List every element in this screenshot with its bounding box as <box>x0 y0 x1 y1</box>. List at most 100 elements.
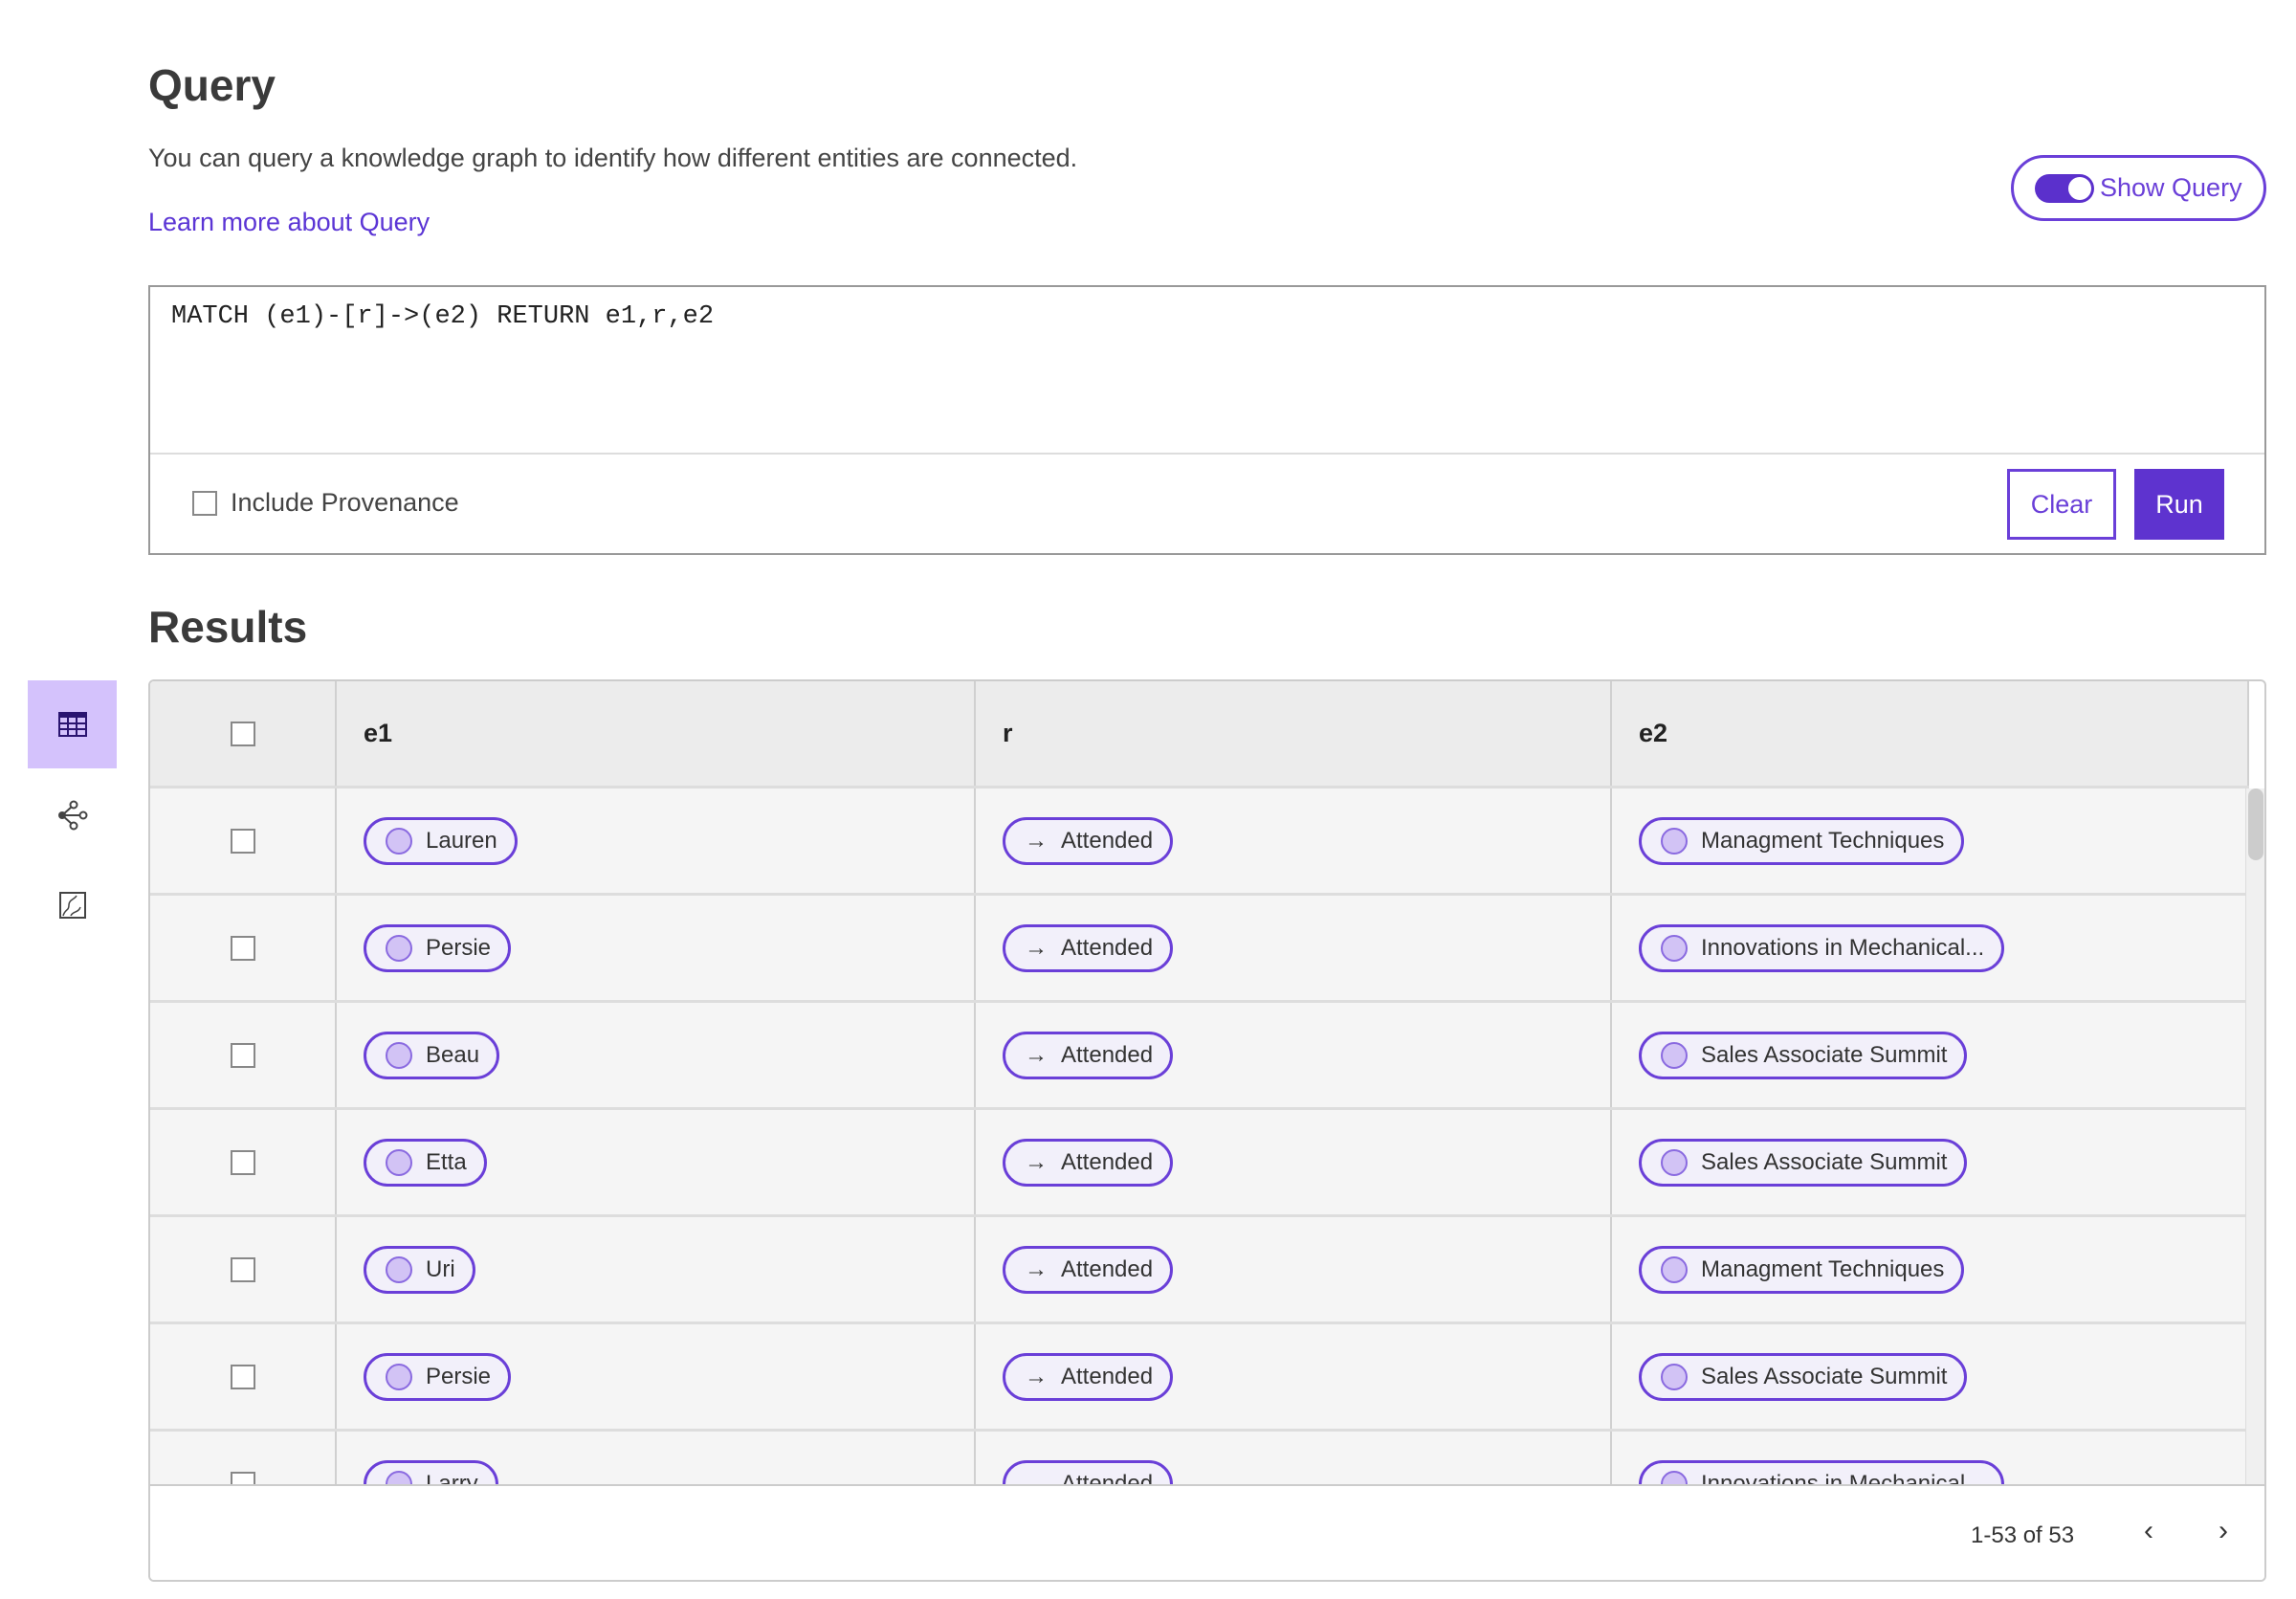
toggle-switch-icon <box>2035 173 2094 203</box>
column-header-e1[interactable]: e1 <box>337 681 976 786</box>
entity-label: Persie <box>426 1363 492 1389</box>
checkbox-icon[interactable] <box>192 490 217 516</box>
relation-pill[interactable]: → Attended <box>1003 816 1174 865</box>
entity-label: Sales Associate Summit <box>1701 1041 1948 1068</box>
entity-pill-e1[interactable]: Larry <box>364 1459 498 1485</box>
relation-pill[interactable]: → Attended <box>1003 923 1174 972</box>
entity-label: Innovations in Mechanical... <box>1701 1470 1985 1485</box>
entity-pill-e1[interactable]: Etta <box>364 1138 487 1187</box>
previous-page-button[interactable]: ‹ <box>2144 1515 2153 1546</box>
relation-label: Attended <box>1061 1363 1154 1389</box>
arrow-right-icon: → <box>1025 1255 1048 1282</box>
table-row[interactable]: Lauren → Attended Managment Techniques <box>150 788 2249 896</box>
table-row[interactable]: Etta → Attended Sales Associate Summit <box>150 1110 2249 1217</box>
graph-icon <box>57 800 87 831</box>
chart-icon <box>58 892 86 919</box>
entity-label: Larry <box>426 1470 478 1485</box>
table-scrollbar[interactable] <box>2245 788 2264 1484</box>
page-title: Query <box>148 60 276 110</box>
entity-pill-e1[interactable]: Persie <box>364 1352 512 1401</box>
relation-label: Attended <box>1061 1148 1154 1175</box>
relation-label: Attended <box>1061 934 1154 961</box>
entity-label: Managment Techniques <box>1701 827 1945 854</box>
node-icon <box>386 934 412 962</box>
clear-button[interactable]: Clear <box>2007 469 2116 540</box>
entity-pill-e2[interactable]: Sales Associate Summit <box>1639 1031 1968 1079</box>
results-title: Results <box>148 602 308 652</box>
entity-label: Persie <box>426 934 492 961</box>
node-icon <box>1661 1470 1688 1484</box>
entity-pill-e1[interactable]: Uri <box>364 1245 475 1294</box>
table-row[interactable]: Persie → Attended Innovations in Mechanic… <box>150 896 2249 1003</box>
relation-pill[interactable]: → Attended <box>1003 1245 1174 1294</box>
row-checkbox[interactable] <box>230 1471 255 1484</box>
row-checkbox[interactable] <box>230 1042 255 1068</box>
table-header: e1 r e2 <box>150 681 2249 788</box>
node-icon <box>386 827 412 855</box>
results-table: e1 r e2 Lauren → Attended Managment Techn… <box>148 679 2266 1582</box>
column-header-r[interactable]: r <box>976 681 1612 786</box>
query-input[interactable]: MATCH (e1)-[r]->(e2) RETURN e1,r,e2 <box>150 287 2264 455</box>
relation-pill[interactable]: → Attended <box>1003 1352 1174 1401</box>
entity-pill-e1[interactable]: Lauren <box>364 816 518 865</box>
entity-label: Managment Techniques <box>1701 1255 1945 1282</box>
relation-label: Attended <box>1061 1470 1154 1485</box>
table-icon <box>57 712 87 737</box>
arrow-right-icon: → <box>1025 1148 1048 1175</box>
relation-pill[interactable]: → Attended <box>1003 1031 1174 1079</box>
node-icon <box>386 1363 412 1390</box>
entity-pill-e2[interactable]: Innovations in Mechanical... <box>1639 923 2005 972</box>
row-checkbox[interactable] <box>230 1256 255 1282</box>
show-query-label: Show Query <box>2100 173 2242 202</box>
sidebar-item-graph-view[interactable] <box>28 771 117 859</box>
row-checkbox[interactable] <box>230 1364 255 1389</box>
sidebar-item-chart-view[interactable] <box>28 861 117 949</box>
include-provenance-checkbox[interactable]: Include Provenance <box>192 488 459 518</box>
entity-pill-e2[interactable]: Sales Associate Summit <box>1639 1352 1968 1401</box>
entity-pill-e2[interactable]: Innovations in Mechanical... <box>1639 1459 2005 1485</box>
table-footer: 1-53 of 53 ‹ › <box>150 1484 2264 1580</box>
arrow-right-icon: → <box>1025 1470 1048 1485</box>
row-checkbox[interactable] <box>230 1149 255 1175</box>
select-all-checkbox[interactable] <box>230 721 255 746</box>
scrollbar-thumb[interactable] <box>2248 788 2263 860</box>
entity-label: Etta <box>426 1148 467 1175</box>
arrow-right-icon: → <box>1025 827 1048 854</box>
entity-pill-e2[interactable]: Sales Associate Summit <box>1639 1138 1968 1187</box>
page-description: You can query a knowledge graph to ident… <box>148 144 1078 172</box>
relation-label: Attended <box>1061 1041 1154 1068</box>
node-icon <box>386 1255 412 1283</box>
entity-label: Lauren <box>426 827 497 854</box>
entity-pill-e1[interactable]: Persie <box>364 923 512 972</box>
node-icon <box>1661 934 1688 962</box>
table-body: Lauren → Attended Managment Techniques Pe… <box>150 788 2249 1484</box>
entity-pill-e1[interactable]: Beau <box>364 1031 500 1079</box>
node-icon <box>1661 827 1688 855</box>
node-icon <box>386 1470 412 1484</box>
relation-pill[interactable]: → Attended <box>1003 1138 1174 1187</box>
learn-more-link[interactable]: Learn more about Query <box>148 208 430 236</box>
entity-label: Uri <box>426 1255 455 1282</box>
entity-pill-e2[interactable]: Managment Techniques <box>1639 816 1965 865</box>
row-checkbox[interactable] <box>230 935 255 961</box>
query-panel: MATCH (e1)-[r]->(e2) RETURN e1,r,e2 Incl… <box>148 285 2266 555</box>
node-icon <box>1661 1363 1688 1390</box>
run-button[interactable]: Run <box>2134 469 2224 540</box>
entity-pill-e2[interactable]: Managment Techniques <box>1639 1245 1965 1294</box>
arrow-right-icon: → <box>1025 1363 1048 1389</box>
table-row[interactable]: Uri → Attended Managment Techniques <box>150 1217 2249 1324</box>
column-header-e2[interactable]: e2 <box>1612 681 2249 786</box>
entity-label: Innovations in Mechanical... <box>1701 934 1985 961</box>
table-row[interactable]: Larry → Attended Innovations in Mechanica… <box>150 1432 2249 1484</box>
next-page-button[interactable]: › <box>2219 1515 2228 1546</box>
show-query-toggle[interactable]: Show Query <box>2011 155 2266 221</box>
entity-label: Sales Associate Summit <box>1701 1363 1948 1389</box>
relation-pill[interactable]: → Attended <box>1003 1459 1174 1485</box>
entity-label: Sales Associate Summit <box>1701 1148 1948 1175</box>
table-row[interactable]: Persie → Attended Sales Associate Summit <box>150 1324 2249 1432</box>
arrow-right-icon: → <box>1025 934 1048 961</box>
table-row[interactable]: Beau → Attended Sales Associate Summit <box>150 1003 2249 1110</box>
node-icon <box>1661 1148 1688 1176</box>
sidebar-item-table-view[interactable] <box>28 680 117 768</box>
row-checkbox[interactable] <box>230 828 255 854</box>
